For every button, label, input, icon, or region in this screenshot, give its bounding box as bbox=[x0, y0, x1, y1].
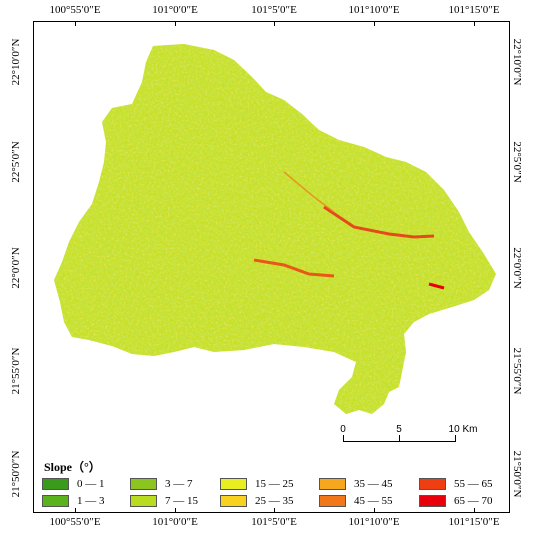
top-longitude-label: 101°0′0″E bbox=[152, 4, 198, 16]
legend-item: 65 — 70 bbox=[419, 495, 493, 507]
bottom-longitude-label: 100°55′0″E bbox=[49, 516, 101, 528]
right-latitude-label: 22°5′0″N bbox=[511, 141, 523, 183]
legend-label: 1 — 3 bbox=[77, 495, 105, 507]
legend-label: 7 — 15 bbox=[165, 495, 198, 507]
legend-swatch bbox=[130, 478, 157, 490]
legend-item: 45 — 55 bbox=[319, 495, 393, 507]
legend-label: 3 — 7 bbox=[165, 478, 193, 490]
legend-item: 15 — 25 bbox=[220, 478, 294, 490]
scale-bar-tick bbox=[399, 435, 400, 442]
legend-label: 55 — 65 bbox=[454, 478, 493, 490]
legend-swatch bbox=[42, 495, 69, 507]
right-latitude-label: 22°0′0″N bbox=[511, 247, 523, 289]
frame-tick bbox=[75, 508, 76, 513]
legend-item: 1 — 3 bbox=[42, 495, 105, 507]
left-latitude-label: 21°50′0″N bbox=[10, 450, 22, 498]
legend-item: 0 — 1 bbox=[42, 478, 105, 490]
left-latitude-label: 22°5′0″N bbox=[10, 141, 22, 183]
scale-bar: 0 5 10 Km bbox=[340, 424, 477, 454]
legend-label: 45 — 55 bbox=[354, 495, 393, 507]
legend-item: 7 — 15 bbox=[130, 495, 198, 507]
legend-swatch bbox=[220, 495, 247, 507]
scale-bar-label: 0 bbox=[340, 424, 346, 435]
right-latitude-label: 21°55′0″N bbox=[511, 347, 523, 395]
left-latitude-label: 21°55′0″N bbox=[10, 347, 22, 395]
frame-tick bbox=[374, 21, 375, 26]
legend-label: 65 — 70 bbox=[454, 495, 493, 507]
legend-swatch bbox=[42, 478, 69, 490]
right-latitude-label: 22°10′0″N bbox=[511, 38, 523, 86]
frame-tick bbox=[474, 508, 475, 513]
legend-swatch bbox=[319, 495, 346, 507]
top-longitude-label: 100°55′0″E bbox=[49, 4, 101, 16]
right-latitude-label: 21°50′0″N bbox=[511, 450, 523, 498]
frame-tick bbox=[75, 21, 76, 26]
scale-bar-label: 5 bbox=[396, 424, 402, 435]
bottom-longitude-label: 101°5′0″E bbox=[251, 516, 297, 528]
legend: 0 — 1 1 — 3 3 — 7 7 — 15 15 — 25 25 — 35… bbox=[42, 478, 502, 508]
legend-item: 35 — 45 bbox=[319, 478, 393, 490]
frame-tick bbox=[274, 508, 275, 513]
legend-title: Slope（°） bbox=[44, 460, 101, 474]
slope-map bbox=[54, 44, 496, 414]
legend-label: 35 — 45 bbox=[354, 478, 393, 490]
legend-swatch bbox=[130, 495, 157, 507]
legend-swatch bbox=[419, 478, 446, 490]
bottom-longitude-label: 101°15′0″E bbox=[448, 516, 500, 528]
frame-tick bbox=[274, 21, 275, 26]
legend-label: 25 — 35 bbox=[255, 495, 294, 507]
legend-item: 25 — 35 bbox=[220, 495, 294, 507]
bottom-longitude-label: 101°10′0″E bbox=[348, 516, 400, 528]
left-latitude-label: 22°10′0″N bbox=[10, 38, 22, 86]
scale-bar-tick bbox=[343, 435, 344, 442]
scale-bar-tick bbox=[455, 435, 456, 442]
legend-label: 0 — 1 bbox=[77, 478, 105, 490]
legend-item: 3 — 7 bbox=[130, 478, 193, 490]
top-longitude-label: 101°15′0″E bbox=[448, 4, 500, 16]
frame-tick bbox=[175, 21, 176, 26]
top-longitude-label: 101°10′0″E bbox=[348, 4, 400, 16]
left-latitude-label: 22°0′0″N bbox=[10, 247, 22, 289]
frame-tick bbox=[474, 21, 475, 26]
legend-swatch bbox=[220, 478, 247, 490]
legend-label: 15 — 25 bbox=[255, 478, 294, 490]
bottom-longitude-label: 101°0′0″E bbox=[152, 516, 198, 528]
legend-item: 55 — 65 bbox=[419, 478, 493, 490]
top-longitude-label: 101°5′0″E bbox=[251, 4, 297, 16]
scale-bar-label: 10 Km bbox=[448, 424, 478, 435]
frame-tick bbox=[175, 508, 176, 513]
legend-swatch bbox=[319, 478, 346, 490]
legend-swatch bbox=[419, 495, 446, 507]
frame-tick bbox=[374, 508, 375, 513]
